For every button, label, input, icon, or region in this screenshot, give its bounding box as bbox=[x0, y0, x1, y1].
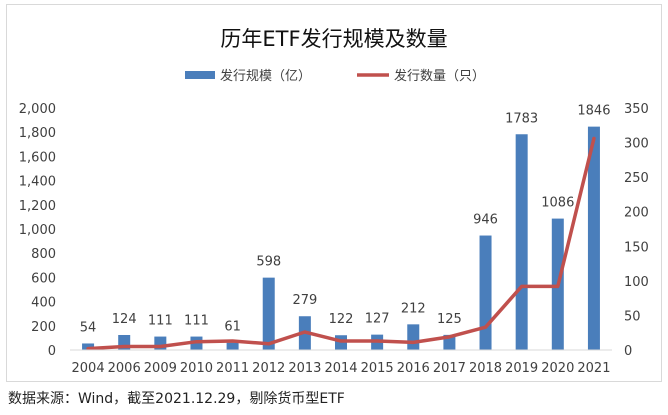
x-tick-label: 2010 bbox=[180, 361, 213, 376]
bar bbox=[587, 126, 600, 350]
y-left-tick-label: 200 bbox=[31, 320, 56, 335]
y-right-tick-label: 200 bbox=[624, 206, 649, 221]
y-left-tick-label: 1,200 bbox=[19, 199, 56, 214]
bar-data-label: 279 bbox=[292, 293, 317, 308]
bar bbox=[407, 324, 420, 350]
x-tick-label: 2011 bbox=[216, 361, 249, 376]
y-right-tick-label: 150 bbox=[624, 240, 649, 255]
x-axis: 2004 2006 2009 2010 2011 2012 2013 2014 2015 2016… bbox=[72, 361, 611, 376]
bar-data-label: 54 bbox=[80, 320, 97, 335]
y-right-tick-label: 350 bbox=[624, 102, 649, 117]
bar-data-label: 1086 bbox=[541, 196, 574, 211]
bar bbox=[226, 342, 239, 350]
y-left-tick-label: 1,400 bbox=[19, 175, 56, 190]
bar-data-label: 111 bbox=[148, 314, 173, 329]
x-tick-label: 2020 bbox=[541, 361, 574, 376]
x-tick-label: 2016 bbox=[397, 361, 430, 376]
y-right-tick-label: 50 bbox=[624, 309, 641, 324]
legend: 发行规模（亿） 发行数量（只） bbox=[185, 68, 485, 84]
combo-chart: 历年ETF发行规模及数量 发行规模（亿） 发行数量（只） 0 200 400 600 8… bbox=[19, 27, 649, 376]
legend-bar-swatch bbox=[185, 71, 215, 79]
x-tick-label: 2017 bbox=[433, 361, 466, 376]
bar-series bbox=[82, 126, 600, 350]
x-tick-label: 2004 bbox=[72, 361, 105, 376]
bar bbox=[82, 343, 95, 350]
bar bbox=[515, 134, 528, 350]
x-tick-label: 2009 bbox=[144, 361, 177, 376]
x-tick-label: 2015 bbox=[361, 361, 394, 376]
bar-data-label: 598 bbox=[256, 255, 281, 270]
y-left-tick-label: 0 bbox=[48, 344, 56, 359]
legend-line-label: 发行数量（只） bbox=[394, 68, 485, 84]
bar-data-label: 125 bbox=[437, 312, 462, 327]
x-tick-label: 2018 bbox=[469, 361, 502, 376]
bar-data-label: 1783 bbox=[505, 111, 538, 126]
y-right-tick-label: 300 bbox=[624, 137, 649, 152]
line-series bbox=[86, 136, 596, 351]
bar-data-label: 212 bbox=[401, 301, 426, 316]
y-axis-left: 0 200 400 600 800 1,000 1,200 1,400 1,600 1,800 2,… bbox=[19, 102, 56, 359]
bar-data-label: 127 bbox=[365, 312, 390, 327]
y-right-tick-label: 100 bbox=[624, 275, 649, 290]
bar-data-label: 122 bbox=[329, 312, 354, 327]
y-left-tick-label: 800 bbox=[31, 247, 56, 262]
y-left-tick-label: 1,000 bbox=[19, 223, 56, 238]
y-right-tick-label: 0 bbox=[624, 344, 632, 359]
x-tick-label: 2014 bbox=[324, 361, 357, 376]
bar bbox=[262, 277, 275, 350]
x-tick-label: 2021 bbox=[577, 361, 610, 376]
y-left-tick-label: 1,800 bbox=[19, 126, 56, 141]
bar-data-labels: 54 124 111 111 61 598 279 122 127 212 125 946 1783 10… bbox=[80, 104, 611, 336]
y-left-tick-label: 1,600 bbox=[19, 150, 56, 165]
x-tick-label: 2012 bbox=[252, 361, 285, 376]
chart-title: 历年ETF发行规模及数量 bbox=[220, 27, 447, 51]
source-note: 数据来源：Wind，截至2021.12.29，剔除货币型ETF bbox=[8, 391, 345, 407]
bar-data-label: 111 bbox=[184, 314, 209, 329]
y-left-tick-label: 400 bbox=[31, 296, 56, 311]
x-tick-label: 2006 bbox=[108, 361, 141, 376]
y-axis-right: 0 50 100 150 200 250 300 350 bbox=[624, 102, 649, 359]
y-left-tick-label: 2,000 bbox=[19, 102, 56, 117]
legend-bar-label: 发行规模（亿） bbox=[220, 68, 311, 84]
y-right-tick-label: 250 bbox=[624, 171, 649, 186]
bar bbox=[479, 235, 492, 350]
bar-data-label: 61 bbox=[224, 320, 241, 335]
bar-data-label: 946 bbox=[473, 213, 498, 228]
chart-frame bbox=[6, 4, 662, 382]
x-tick-label: 2013 bbox=[288, 361, 321, 376]
bar-data-label: 1846 bbox=[577, 104, 610, 119]
y-left-tick-label: 600 bbox=[31, 271, 56, 286]
bar-data-label: 124 bbox=[112, 312, 137, 327]
x-tick-label: 2019 bbox=[505, 361, 538, 376]
